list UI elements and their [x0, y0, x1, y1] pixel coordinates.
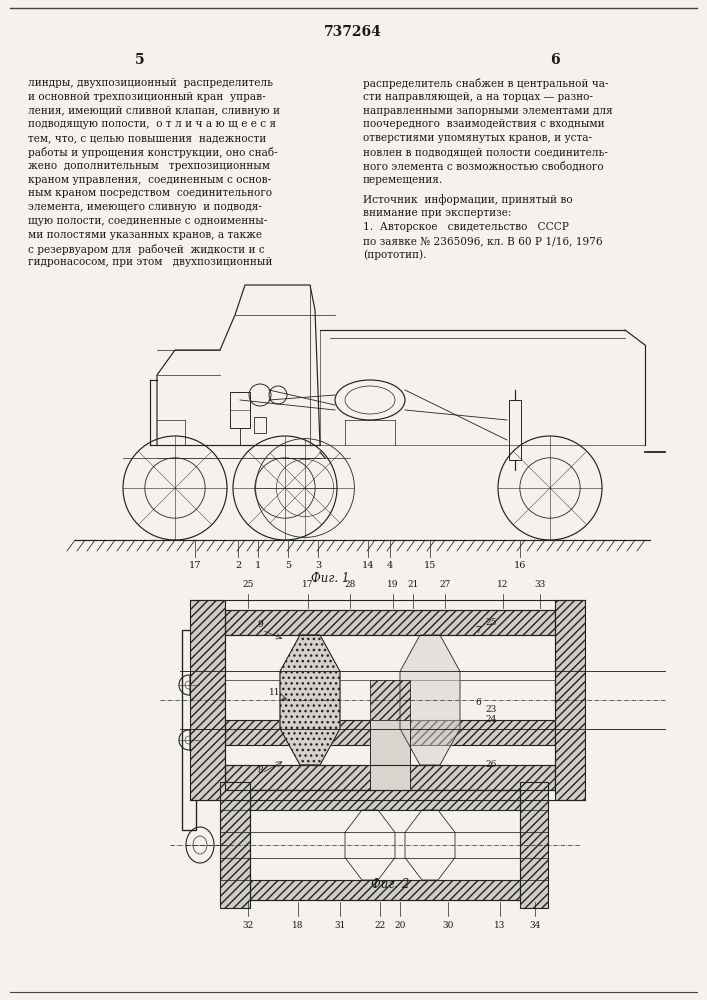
Text: ного элемента с возможностью свободного: ного элемента с возможностью свободного: [363, 161, 604, 171]
Text: перемещения.: перемещения.: [363, 175, 443, 185]
Text: линдры, двухпозиционный  распределитель: линдры, двухпозиционный распределитель: [28, 78, 273, 88]
Text: элемента, имеющего сливную  и подводя-: элемента, имеющего сливную и подводя-: [28, 202, 262, 212]
Text: 11: 11: [269, 688, 281, 697]
Text: 15: 15: [423, 561, 436, 570]
Text: 17: 17: [303, 580, 314, 589]
Text: краном управления,  соединенным с основ-: краном управления, соединенным с основ-: [28, 175, 271, 185]
Text: 19: 19: [387, 580, 399, 589]
Bar: [509, 400, 521, 460]
Text: 33: 33: [534, 580, 546, 589]
Bar: [370, 680, 410, 720]
Text: гидронасосом, при этом   двухпозиционный: гидронасосом, при этом двухпозиционный: [28, 257, 272, 267]
Text: 6: 6: [475, 698, 481, 707]
Text: 5: 5: [135, 53, 145, 67]
Text: 8: 8: [257, 766, 263, 775]
Text: 23: 23: [485, 705, 496, 714]
Text: направленными запорными элементами для: направленными запорными элементами для: [363, 106, 613, 116]
Text: 30: 30: [443, 921, 454, 930]
Text: 32: 32: [243, 921, 254, 930]
Text: работы и упрощения конструкции, оно снаб-: работы и упрощения конструкции, оно снаб…: [28, 147, 278, 158]
Text: (прототип).: (прототип).: [363, 250, 426, 260]
Text: Источник  информации, принятый во: Источник информации, принятый во: [363, 194, 573, 205]
Text: Фиг. 1: Фиг. 1: [311, 572, 349, 585]
Text: и основной трехпозиционный кран  управ-: и основной трехпозиционный кран управ-: [28, 92, 266, 102]
Text: 6: 6: [550, 53, 560, 67]
Text: 25: 25: [485, 618, 496, 627]
Polygon shape: [280, 635, 340, 765]
Text: 31: 31: [334, 921, 346, 930]
Text: 2: 2: [235, 561, 241, 570]
Text: 20: 20: [395, 921, 406, 930]
Text: жено  дополнительным   трехпозиционным: жено дополнительным трехпозиционным: [28, 161, 270, 171]
Text: 14: 14: [362, 561, 374, 570]
Bar: [225, 720, 555, 745]
Bar: [225, 610, 555, 635]
Bar: [254, 417, 266, 433]
Text: 27: 27: [439, 580, 450, 589]
Bar: [555, 600, 585, 800]
Bar: [182, 630, 196, 830]
Polygon shape: [280, 635, 340, 765]
Text: 28: 28: [344, 580, 356, 589]
Bar: [230, 392, 250, 428]
Text: 21: 21: [407, 580, 419, 589]
Text: с резервуаром для  рабочей  жидкости и с: с резервуаром для рабочей жидкости и с: [28, 244, 264, 255]
Text: 22: 22: [375, 921, 385, 930]
Text: 25: 25: [243, 580, 254, 589]
Text: распределитель снабжен в центральной ча-: распределитель снабжен в центральной ча-: [363, 78, 609, 89]
Text: 3: 3: [315, 561, 321, 570]
Text: по заявке № 2365096, кл. В 60 Р 1/16, 1976: по заявке № 2365096, кл. В 60 Р 1/16, 19…: [363, 236, 602, 246]
Text: 24: 24: [485, 715, 496, 724]
Text: 26: 26: [485, 760, 496, 769]
Text: 7: 7: [475, 626, 481, 635]
Text: Фиг. 2: Фиг. 2: [370, 878, 409, 891]
Bar: [225, 635, 555, 680]
Text: 16: 16: [514, 561, 526, 570]
Text: 737264: 737264: [324, 25, 382, 39]
Polygon shape: [400, 635, 460, 765]
Text: 1: 1: [255, 561, 261, 570]
Bar: [250, 880, 520, 900]
Bar: [370, 720, 410, 790]
Text: 1.  Авторское   свидетельство   СССР: 1. Авторское свидетельство СССР: [363, 222, 569, 232]
Text: 12: 12: [497, 580, 509, 589]
Text: отверстиями упомянутых кранов, и уста-: отверстиями упомянутых кранов, и уста-: [363, 133, 592, 143]
Text: 34: 34: [530, 921, 541, 930]
Text: ления, имеющий сливной клапан, сливную и: ления, имеющий сливной клапан, сливную и: [28, 106, 280, 116]
Bar: [520, 782, 548, 908]
Text: 17: 17: [189, 561, 201, 570]
Text: 4: 4: [387, 561, 393, 570]
Text: 13: 13: [494, 921, 506, 930]
Text: поочередного  взаимодействия с входными: поочередного взаимодействия с входными: [363, 119, 604, 129]
Text: щую полости, соединенные с одноименны-: щую полости, соединенные с одноименны-: [28, 216, 267, 226]
Bar: [220, 782, 250, 908]
Bar: [225, 765, 555, 790]
Text: ми полостями указанных кранов, а также: ми полостями указанных кранов, а также: [28, 230, 262, 240]
Text: новлен в подводящей полости соединитель-: новлен в подводящей полости соединитель-: [363, 147, 608, 157]
Text: внимание при экспертизе:: внимание при экспертизе:: [363, 208, 511, 218]
Bar: [250, 790, 520, 810]
Text: 9: 9: [257, 620, 263, 629]
Text: подводящую полости,  о т л и ч а ю щ е е с я: подводящую полости, о т л и ч а ю щ е е …: [28, 119, 276, 129]
Text: тем, что, с целью повышения  надежности: тем, что, с целью повышения надежности: [28, 133, 267, 143]
Text: сти направляющей, а на торцах — разно-: сти направляющей, а на торцах — разно-: [363, 92, 593, 102]
Text: ным краном посредством  соединительного: ным краном посредством соединительного: [28, 188, 272, 198]
Text: 5: 5: [285, 561, 291, 570]
Text: 18: 18: [292, 921, 304, 930]
Bar: [190, 600, 225, 800]
